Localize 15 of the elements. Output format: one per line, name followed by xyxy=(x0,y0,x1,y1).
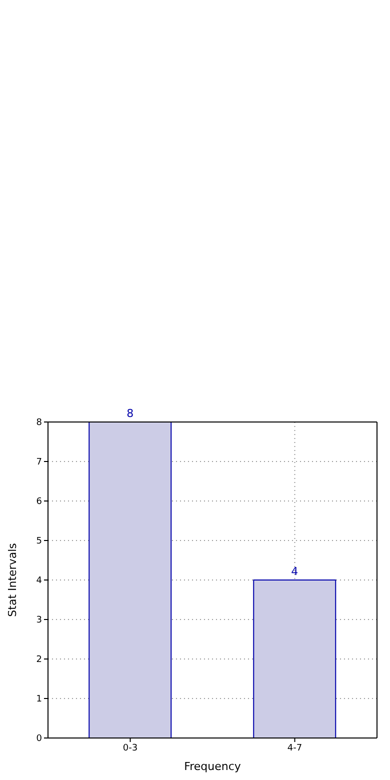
y-tick-label: 8 xyxy=(36,418,42,428)
data-label: 8 xyxy=(126,407,134,420)
y-tick-label: 4 xyxy=(36,576,42,586)
data-label: 4 xyxy=(291,565,298,578)
y-tick-label: 1 xyxy=(36,694,42,705)
y-tick-label: 6 xyxy=(36,497,42,508)
x-axis-title: Frequency xyxy=(184,760,242,773)
x-tick-label: 4-7 xyxy=(287,743,302,754)
x-tick-label: 0-3 xyxy=(122,743,138,754)
y-axis-title: Stat Intervals xyxy=(6,542,19,617)
y-tick-label: 2 xyxy=(36,655,42,666)
y-tick-label: 7 xyxy=(36,458,42,468)
y-tick-label: 0 xyxy=(36,734,42,744)
y-tick-label: 5 xyxy=(36,536,42,547)
y-tick-label: 3 xyxy=(36,616,42,626)
